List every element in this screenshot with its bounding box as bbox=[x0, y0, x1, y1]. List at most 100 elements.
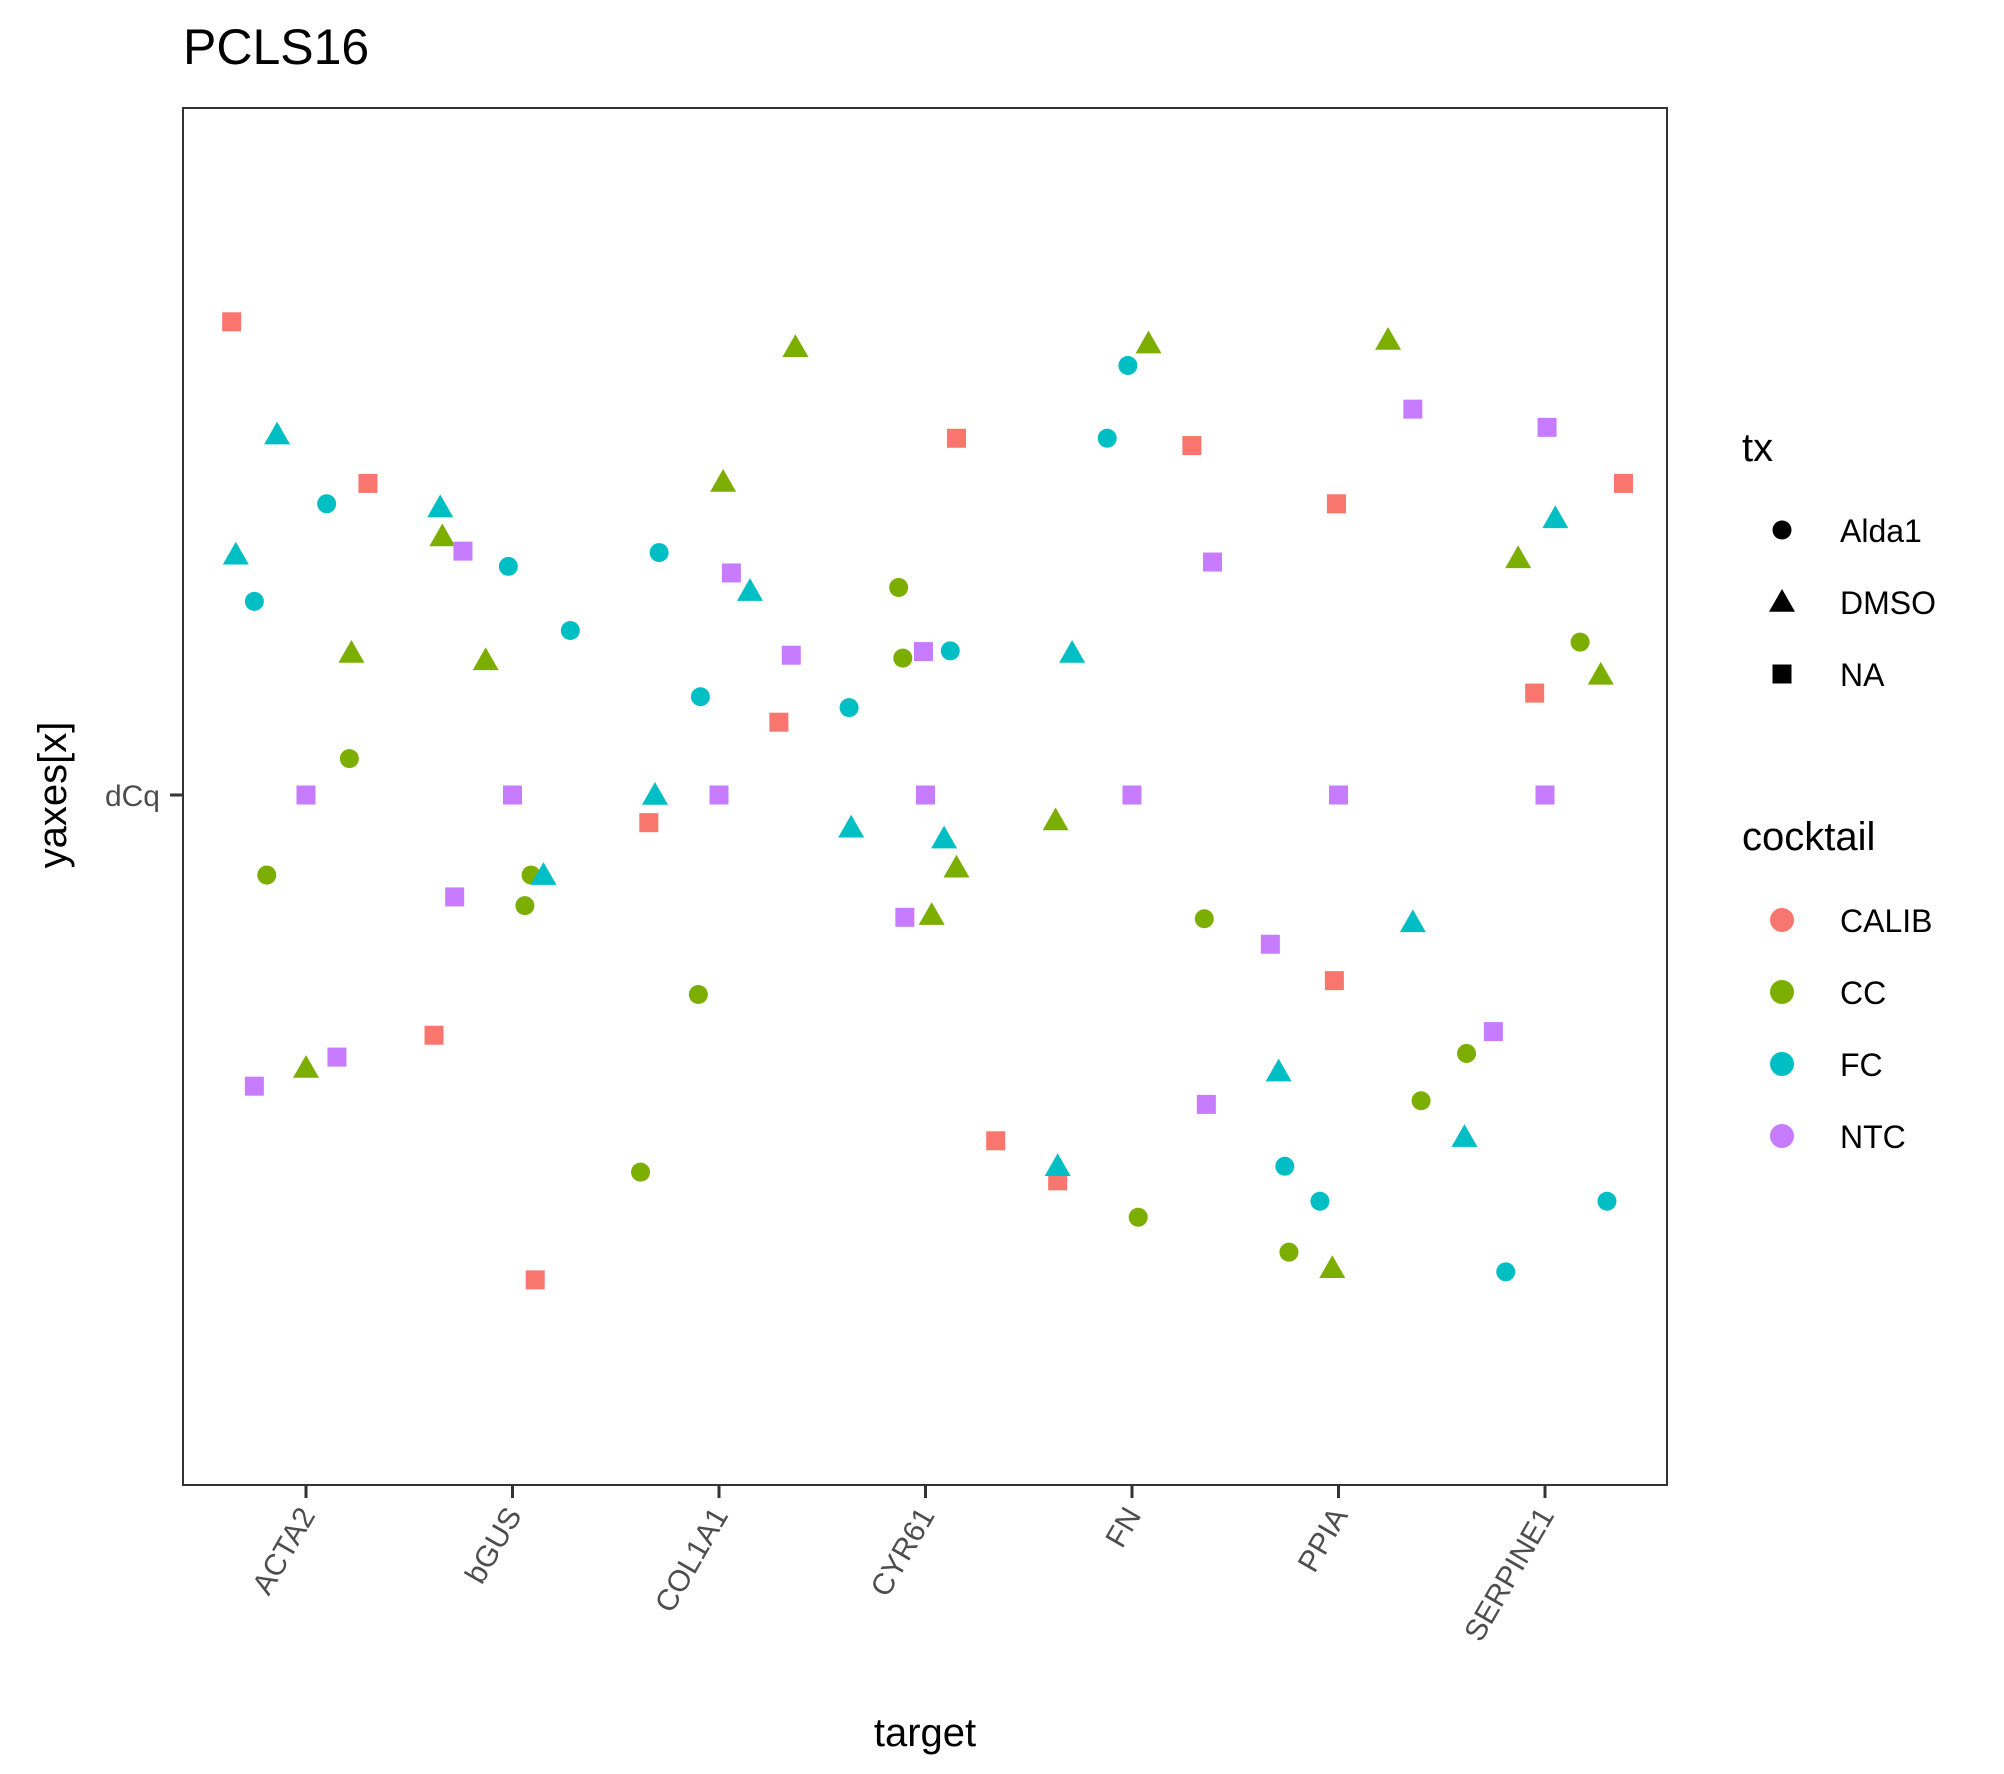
data-point-fc-alda1-25 bbox=[560, 620, 580, 640]
data-point-calib-na-27 bbox=[639, 813, 659, 833]
legend-key-calib bbox=[1770, 908, 1794, 932]
data-point-cc-alda1-87 bbox=[1570, 632, 1590, 652]
data-point-cc-alda1-21 bbox=[515, 896, 535, 916]
data-point-calib-na-53 bbox=[1048, 1171, 1068, 1191]
data-point-cc-dmso-33 bbox=[710, 468, 737, 492]
data-point-cc-alda1-4 bbox=[257, 865, 277, 885]
data-point-ntc-na-20 bbox=[503, 785, 522, 805]
data-point-cc-dmso-18 bbox=[472, 647, 499, 671]
data-point-cc-alda1-79 bbox=[1457, 1043, 1477, 1063]
data-point-calib-na-49 bbox=[946, 428, 966, 448]
data-point-ntc-na-3 bbox=[244, 1076, 264, 1096]
data-point-cc-dmso-11 bbox=[338, 640, 365, 663]
data-point-calib-na-90 bbox=[1613, 473, 1633, 493]
y-axis-tick-label-dcq: dCq bbox=[105, 780, 160, 813]
data-point-fc-alda1-29 bbox=[649, 543, 669, 563]
data-point-calib-na-51 bbox=[986, 1131, 1006, 1151]
data-point-fc-alda1-39 bbox=[839, 698, 859, 718]
data-point-ntc-na-37 bbox=[781, 645, 801, 665]
data-point-cc-dmso-88 bbox=[1587, 661, 1614, 685]
data-point-ntc-na-80 bbox=[1483, 1022, 1503, 1042]
data-point-ntc-na-72 bbox=[1329, 785, 1348, 805]
data-point-cc-dmso-38 bbox=[782, 334, 809, 358]
data-point-fc-dmso-86 bbox=[1542, 505, 1569, 529]
data-point-calib-na-12 bbox=[358, 473, 378, 493]
data-point-calib-na-83 bbox=[1525, 683, 1545, 703]
data-point-fc-alda1-48 bbox=[940, 641, 960, 661]
data-point-fc-alda1-56 bbox=[1097, 428, 1117, 448]
data-point-fc-dmso-55 bbox=[1059, 640, 1086, 663]
data-point-ntc-na-84 bbox=[1535, 785, 1555, 805]
data-point-ntc-na-34 bbox=[721, 563, 741, 583]
data-point-fc-alda1-31 bbox=[690, 687, 710, 707]
legend-key-alda1 bbox=[1772, 520, 1792, 540]
data-point-fc-dmso-76 bbox=[1399, 909, 1426, 933]
data-point-cc-dmso-15 bbox=[429, 523, 456, 547]
data-point-cc-dmso-52 bbox=[1042, 807, 1069, 831]
legend-label-dmso: DMSO bbox=[1840, 585, 1936, 621]
data-point-cc-dmso-74 bbox=[1375, 327, 1402, 350]
data-point-ntc-na-65 bbox=[1260, 934, 1280, 954]
data-point-cc-alda1-41 bbox=[889, 578, 909, 598]
data-point-cc-dmso-73 bbox=[1319, 1255, 1346, 1278]
data-point-cc-dmso-7 bbox=[293, 1055, 319, 1078]
data-point-fc-dmso-40 bbox=[838, 814, 865, 838]
data-point-fc-dmso-24 bbox=[530, 862, 557, 885]
x-axis-title: target bbox=[874, 1711, 976, 1755]
data-point-calib-na-36 bbox=[769, 712, 789, 732]
legend-label-calib: CALIB bbox=[1840, 903, 1932, 939]
data-point-ntc-na-45 bbox=[916, 785, 935, 805]
data-point-calib-na-71 bbox=[1326, 494, 1346, 514]
data-point-cc-alda1-30 bbox=[688, 984, 708, 1004]
legend-title-cocktail: cocktail bbox=[1742, 815, 1875, 859]
data-point-cc-alda1-26 bbox=[631, 1162, 651, 1182]
data-point-fc-dmso-14 bbox=[427, 494, 454, 518]
data-point-fc-dmso-1 bbox=[222, 541, 249, 565]
legend-label-na: NA bbox=[1840, 657, 1885, 693]
legend-key-fc bbox=[1770, 1052, 1794, 1076]
data-point-fc-alda1-67 bbox=[1275, 1156, 1295, 1176]
data-point-ntc-na-58 bbox=[1122, 785, 1142, 805]
legend-label-alda1: Alda1 bbox=[1840, 513, 1922, 549]
data-point-fc-dmso-66 bbox=[1265, 1058, 1292, 1082]
data-point-ntc-na-44 bbox=[913, 642, 933, 662]
data-point-ntc-na-16 bbox=[445, 887, 465, 907]
data-point-ntc-na-64 bbox=[1203, 552, 1223, 572]
legend-key-cc bbox=[1770, 980, 1794, 1004]
data-point-fc-dmso-78 bbox=[1451, 1124, 1478, 1147]
data-point-fc-alda1-69 bbox=[1310, 1191, 1330, 1211]
data-point-cc-alda1-77 bbox=[1411, 1091, 1431, 1111]
data-point-cc-alda1-62 bbox=[1194, 909, 1214, 929]
legend-key-na bbox=[1772, 664, 1792, 684]
data-point-cc-alda1-59 bbox=[1128, 1207, 1148, 1227]
data-point-fc-alda1-57 bbox=[1118, 355, 1138, 375]
data-point-ntc-na-17 bbox=[453, 541, 473, 561]
data-point-fc-dmso-47 bbox=[931, 825, 958, 849]
data-point-ntc-na-9 bbox=[327, 1047, 347, 1067]
data-point-cc-alda1-68 bbox=[1279, 1242, 1299, 1262]
legend-key-dmso bbox=[1769, 589, 1795, 612]
data-point-ntc-na-75 bbox=[1403, 399, 1423, 419]
data-points bbox=[222, 312, 1633, 1290]
data-point-cc-alda1-42 bbox=[893, 648, 913, 668]
y-axis-title: yaxes[x] bbox=[31, 722, 75, 869]
data-point-cc-dmso-82 bbox=[1505, 545, 1532, 569]
data-point-calib-na-0 bbox=[222, 312, 242, 332]
data-point-cc-dmso-50 bbox=[943, 854, 970, 878]
data-point-fc-dmso-5 bbox=[264, 421, 291, 445]
data-point-fc-alda1-81 bbox=[1496, 1262, 1516, 1282]
legend: tx Alda1 DMSO NA cocktail CALIB CC FC NTC bbox=[1742, 426, 1936, 1155]
data-point-cc-dmso-46 bbox=[918, 902, 945, 925]
y-axis: dCq bbox=[105, 780, 183, 813]
data-point-cc-alda1-10 bbox=[339, 749, 359, 769]
legend-title-tx: tx bbox=[1742, 426, 1773, 470]
legend-label-ntc: NTC bbox=[1840, 1119, 1906, 1155]
data-point-calib-na-13 bbox=[424, 1025, 444, 1045]
legend-label-cc: CC bbox=[1840, 975, 1886, 1011]
data-point-ntc-na-85 bbox=[1537, 417, 1557, 437]
data-point-cc-dmso-60 bbox=[1135, 330, 1162, 354]
data-point-fc-dmso-35 bbox=[736, 578, 763, 601]
data-point-calib-na-70 bbox=[1324, 971, 1344, 991]
data-point-ntc-na-63 bbox=[1196, 1094, 1216, 1114]
